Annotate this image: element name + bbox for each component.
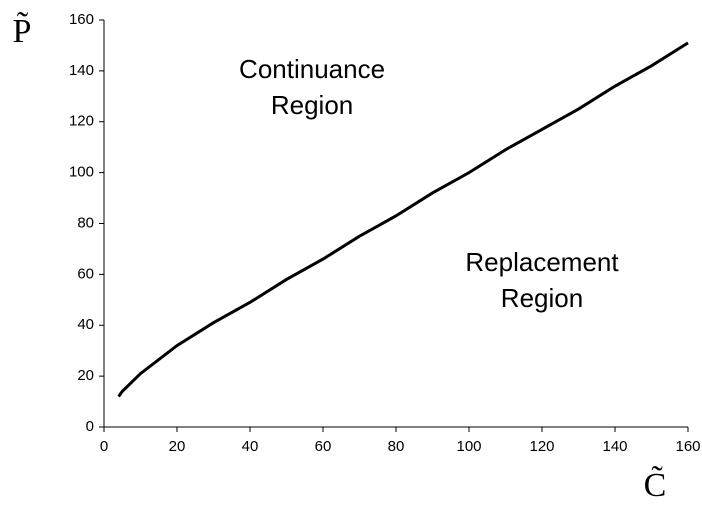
y-axis-label: P̃ <box>13 11 32 50</box>
x-tick-label: 140 <box>602 438 627 455</box>
annotation: Region <box>271 90 353 120</box>
x-tick-label: 80 <box>388 438 405 455</box>
x-tick-label: 60 <box>315 438 332 455</box>
x-tick-label: 20 <box>169 438 186 455</box>
y-tick-label: 100 <box>69 164 94 181</box>
y-tick-label: 0 <box>86 418 94 435</box>
y-tick-label: 60 <box>77 265 94 282</box>
x-tick-label: 120 <box>529 438 554 455</box>
y-tick-label: 80 <box>77 214 94 231</box>
x-tick-label: 0 <box>100 438 108 455</box>
y-tick-label: 140 <box>69 62 94 79</box>
x-tick-label: 40 <box>242 438 259 455</box>
y-tick-label: 160 <box>69 11 94 28</box>
annotation: Continuance <box>239 54 385 84</box>
y-tick-label: 20 <box>77 367 94 384</box>
y-tick-label: 120 <box>69 113 94 130</box>
annotation: Replacement <box>465 247 619 277</box>
line <box>117 41 689 398</box>
annotation: Region <box>501 283 583 313</box>
y-tick-label: 40 <box>77 316 94 333</box>
x-axis-label: C̃ <box>644 465 667 504</box>
x-tick-label: 160 <box>675 438 700 455</box>
x-tick-label: 100 <box>456 438 481 455</box>
